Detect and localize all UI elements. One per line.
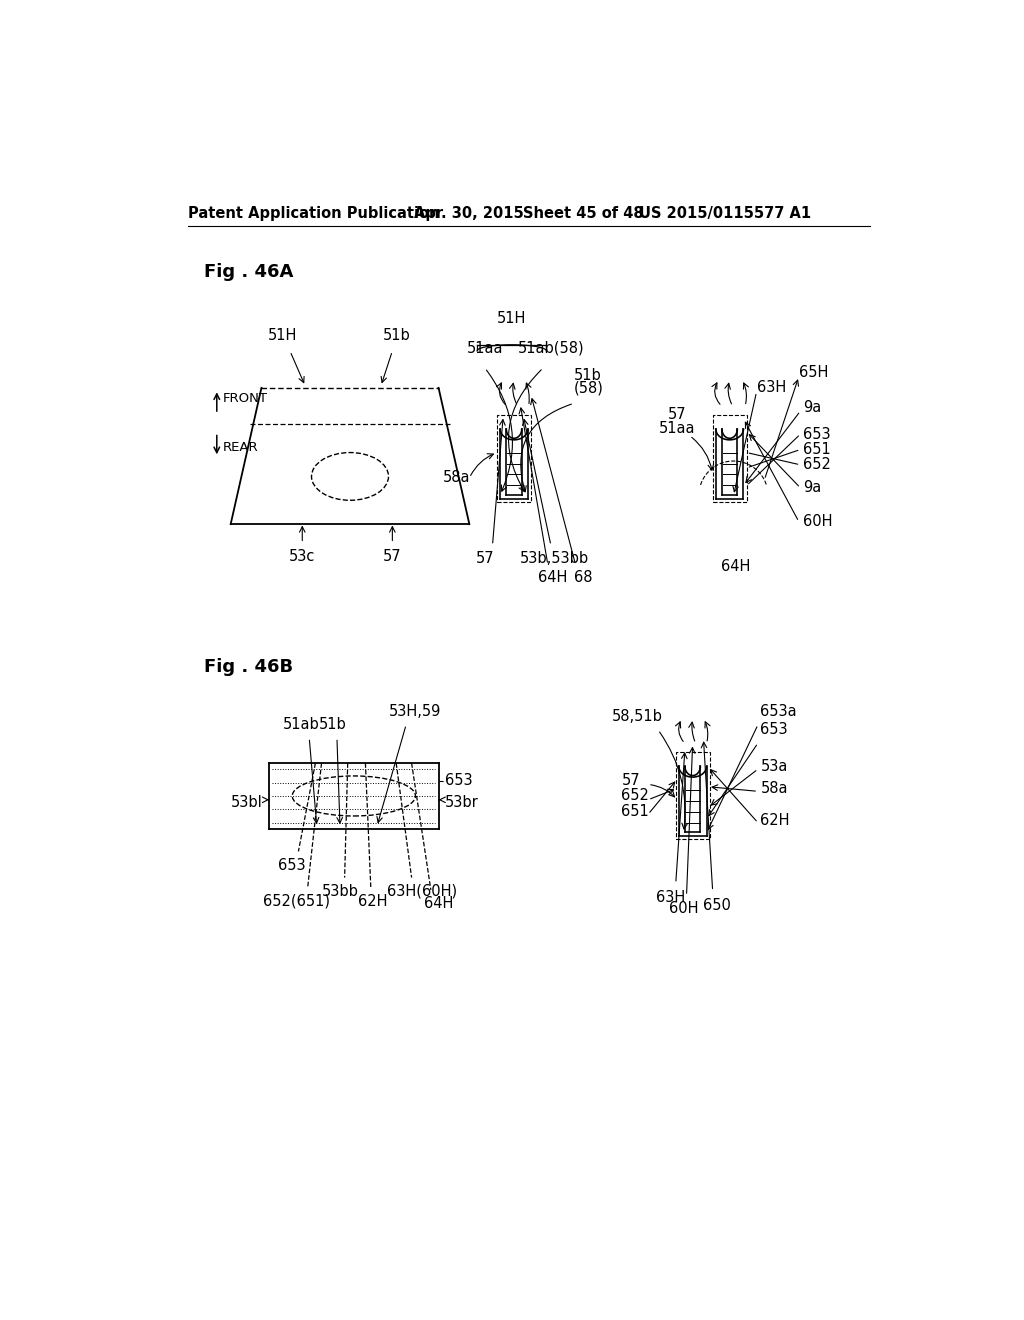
Text: 51b: 51b [382,329,410,343]
Text: 51H: 51H [497,312,526,326]
Text: 9a: 9a [803,480,821,495]
Text: 653: 653 [279,858,306,873]
Text: 58,51b: 58,51b [611,709,663,725]
Text: 651: 651 [803,442,830,457]
Text: 51H: 51H [267,329,297,343]
Text: 653: 653 [803,426,830,442]
Text: 63H: 63H [656,890,686,906]
Text: 53bb: 53bb [322,884,358,899]
Text: 62H: 62H [358,894,388,908]
Text: Apr. 30, 2015: Apr. 30, 2015 [414,206,523,222]
Text: 68: 68 [574,570,593,585]
Text: (58): (58) [574,380,604,396]
Text: 53br: 53br [444,795,478,809]
Text: 57: 57 [622,774,640,788]
Text: Fig . 46B: Fig . 46B [204,657,293,676]
Text: 51ab: 51ab [283,717,319,733]
Text: US 2015/0115577 A1: US 2015/0115577 A1 [639,206,811,222]
Text: 653: 653 [761,722,788,738]
Text: 651: 651 [621,804,649,818]
Text: 51b: 51b [574,368,602,383]
Text: 65H: 65H [799,364,828,380]
Text: 53bl: 53bl [231,795,263,809]
Text: 64H: 64H [538,570,567,585]
Text: 653: 653 [444,774,472,788]
Text: REAR: REAR [223,441,259,454]
Text: 62H: 62H [761,813,790,828]
Text: 60H: 60H [669,902,698,916]
Text: 58a: 58a [442,470,470,486]
Text: 53b,53bb: 53b,53bb [519,552,589,566]
Text: 652: 652 [803,457,830,473]
Text: 9a: 9a [803,400,821,414]
Text: 60H: 60H [803,515,833,529]
Text: 58a: 58a [761,780,787,796]
Text: 57: 57 [475,552,494,566]
Text: 653a: 653a [761,704,797,719]
Text: 652(651): 652(651) [262,894,330,908]
Text: 51b: 51b [318,717,346,733]
Text: 64H: 64H [424,896,454,911]
Text: 51aa: 51aa [659,421,695,436]
Text: 51ab(58): 51ab(58) [518,341,585,355]
Text: 51aa: 51aa [467,341,503,355]
Text: 57: 57 [383,549,401,564]
Text: 650: 650 [703,898,731,912]
Text: 53H,59: 53H,59 [389,704,441,719]
Text: Patent Application Publication: Patent Application Publication [188,206,440,222]
Text: 64H: 64H [721,558,751,574]
Text: 652: 652 [621,788,649,804]
Text: 53a: 53a [761,759,787,775]
Text: 63H(60H): 63H(60H) [386,884,457,899]
Text: 63H: 63H [757,380,785,396]
Text: Sheet 45 of 48: Sheet 45 of 48 [523,206,644,222]
Text: 53c: 53c [289,549,315,564]
Text: 57: 57 [668,407,686,422]
Text: Fig . 46A: Fig . 46A [204,264,293,281]
Text: FRONT: FRONT [223,392,268,405]
